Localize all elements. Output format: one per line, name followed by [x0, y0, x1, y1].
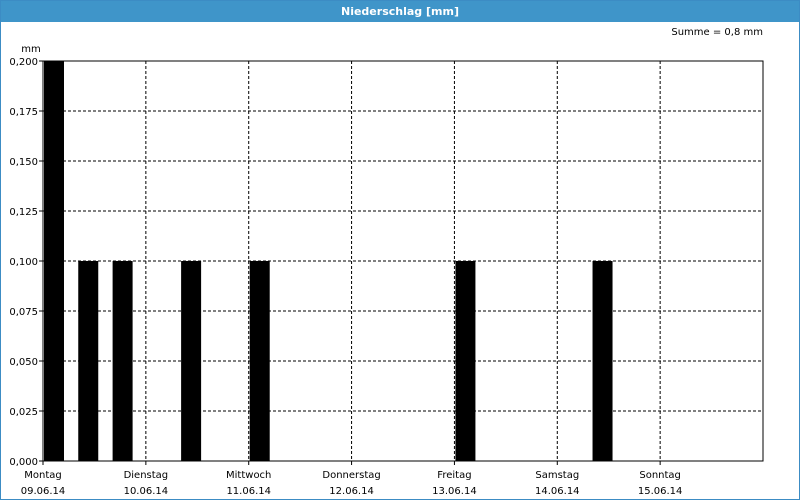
y-tick-label: 0,175 [9, 107, 38, 118]
y-tick-label: 0,150 [9, 157, 38, 168]
x-tick-date-label: 12.06.14 [329, 486, 374, 497]
y-tick-label: 0,025 [9, 407, 38, 418]
x-tick-date-label: 09.06.14 [21, 486, 66, 497]
y-tick-label: 0,100 [9, 257, 38, 268]
x-tick-day-label: Freitag [437, 470, 471, 481]
x-tick-day-label: Donnerstag [322, 470, 380, 481]
precipitation-bar [78, 261, 99, 461]
precipitation-bar [44, 61, 64, 461]
y-tick-label: 0,000 [9, 457, 38, 468]
x-tick-date-label: 15.06.14 [638, 486, 683, 497]
precipitation-bar [592, 261, 613, 461]
y-tick-label: 0,050 [9, 357, 38, 368]
precipitation-chart: mm 0,000 0,025 0,050 0,075 0,100 0,125 0,150 0,… [9, 44, 764, 497]
precipitation-bar [249, 261, 270, 461]
precipitation-bar [181, 261, 202, 461]
x-tick-day-label: Mittwoch [226, 470, 271, 481]
x-tick-day-label: Montag [24, 470, 61, 481]
x-tick-date-label: 11.06.14 [226, 486, 271, 497]
y-tick-label: 0,075 [9, 307, 38, 318]
window-title: Niederschlag [mm] [1, 1, 799, 22]
sum-label: Summe = 0,8 mm [671, 27, 763, 38]
y-tick-label: 0,200 [9, 57, 38, 68]
x-tick-day-label: Dienstag [124, 470, 169, 481]
x-tick-date-label: 13.06.14 [432, 486, 477, 497]
x-tick-day-label: Samstag [535, 470, 579, 481]
y-tick-label: 0,125 [9, 207, 38, 218]
x-tick-date-label: 14.06.14 [535, 486, 580, 497]
precipitation-bar [455, 261, 476, 461]
x-tick-day-label: Sonntag [639, 470, 681, 481]
plot-area-border [42, 60, 764, 462]
y-axis-unit: mm [21, 44, 40, 55]
precipitation-bar [112, 261, 133, 461]
x-tick-date-label: 10.06.14 [124, 486, 169, 497]
